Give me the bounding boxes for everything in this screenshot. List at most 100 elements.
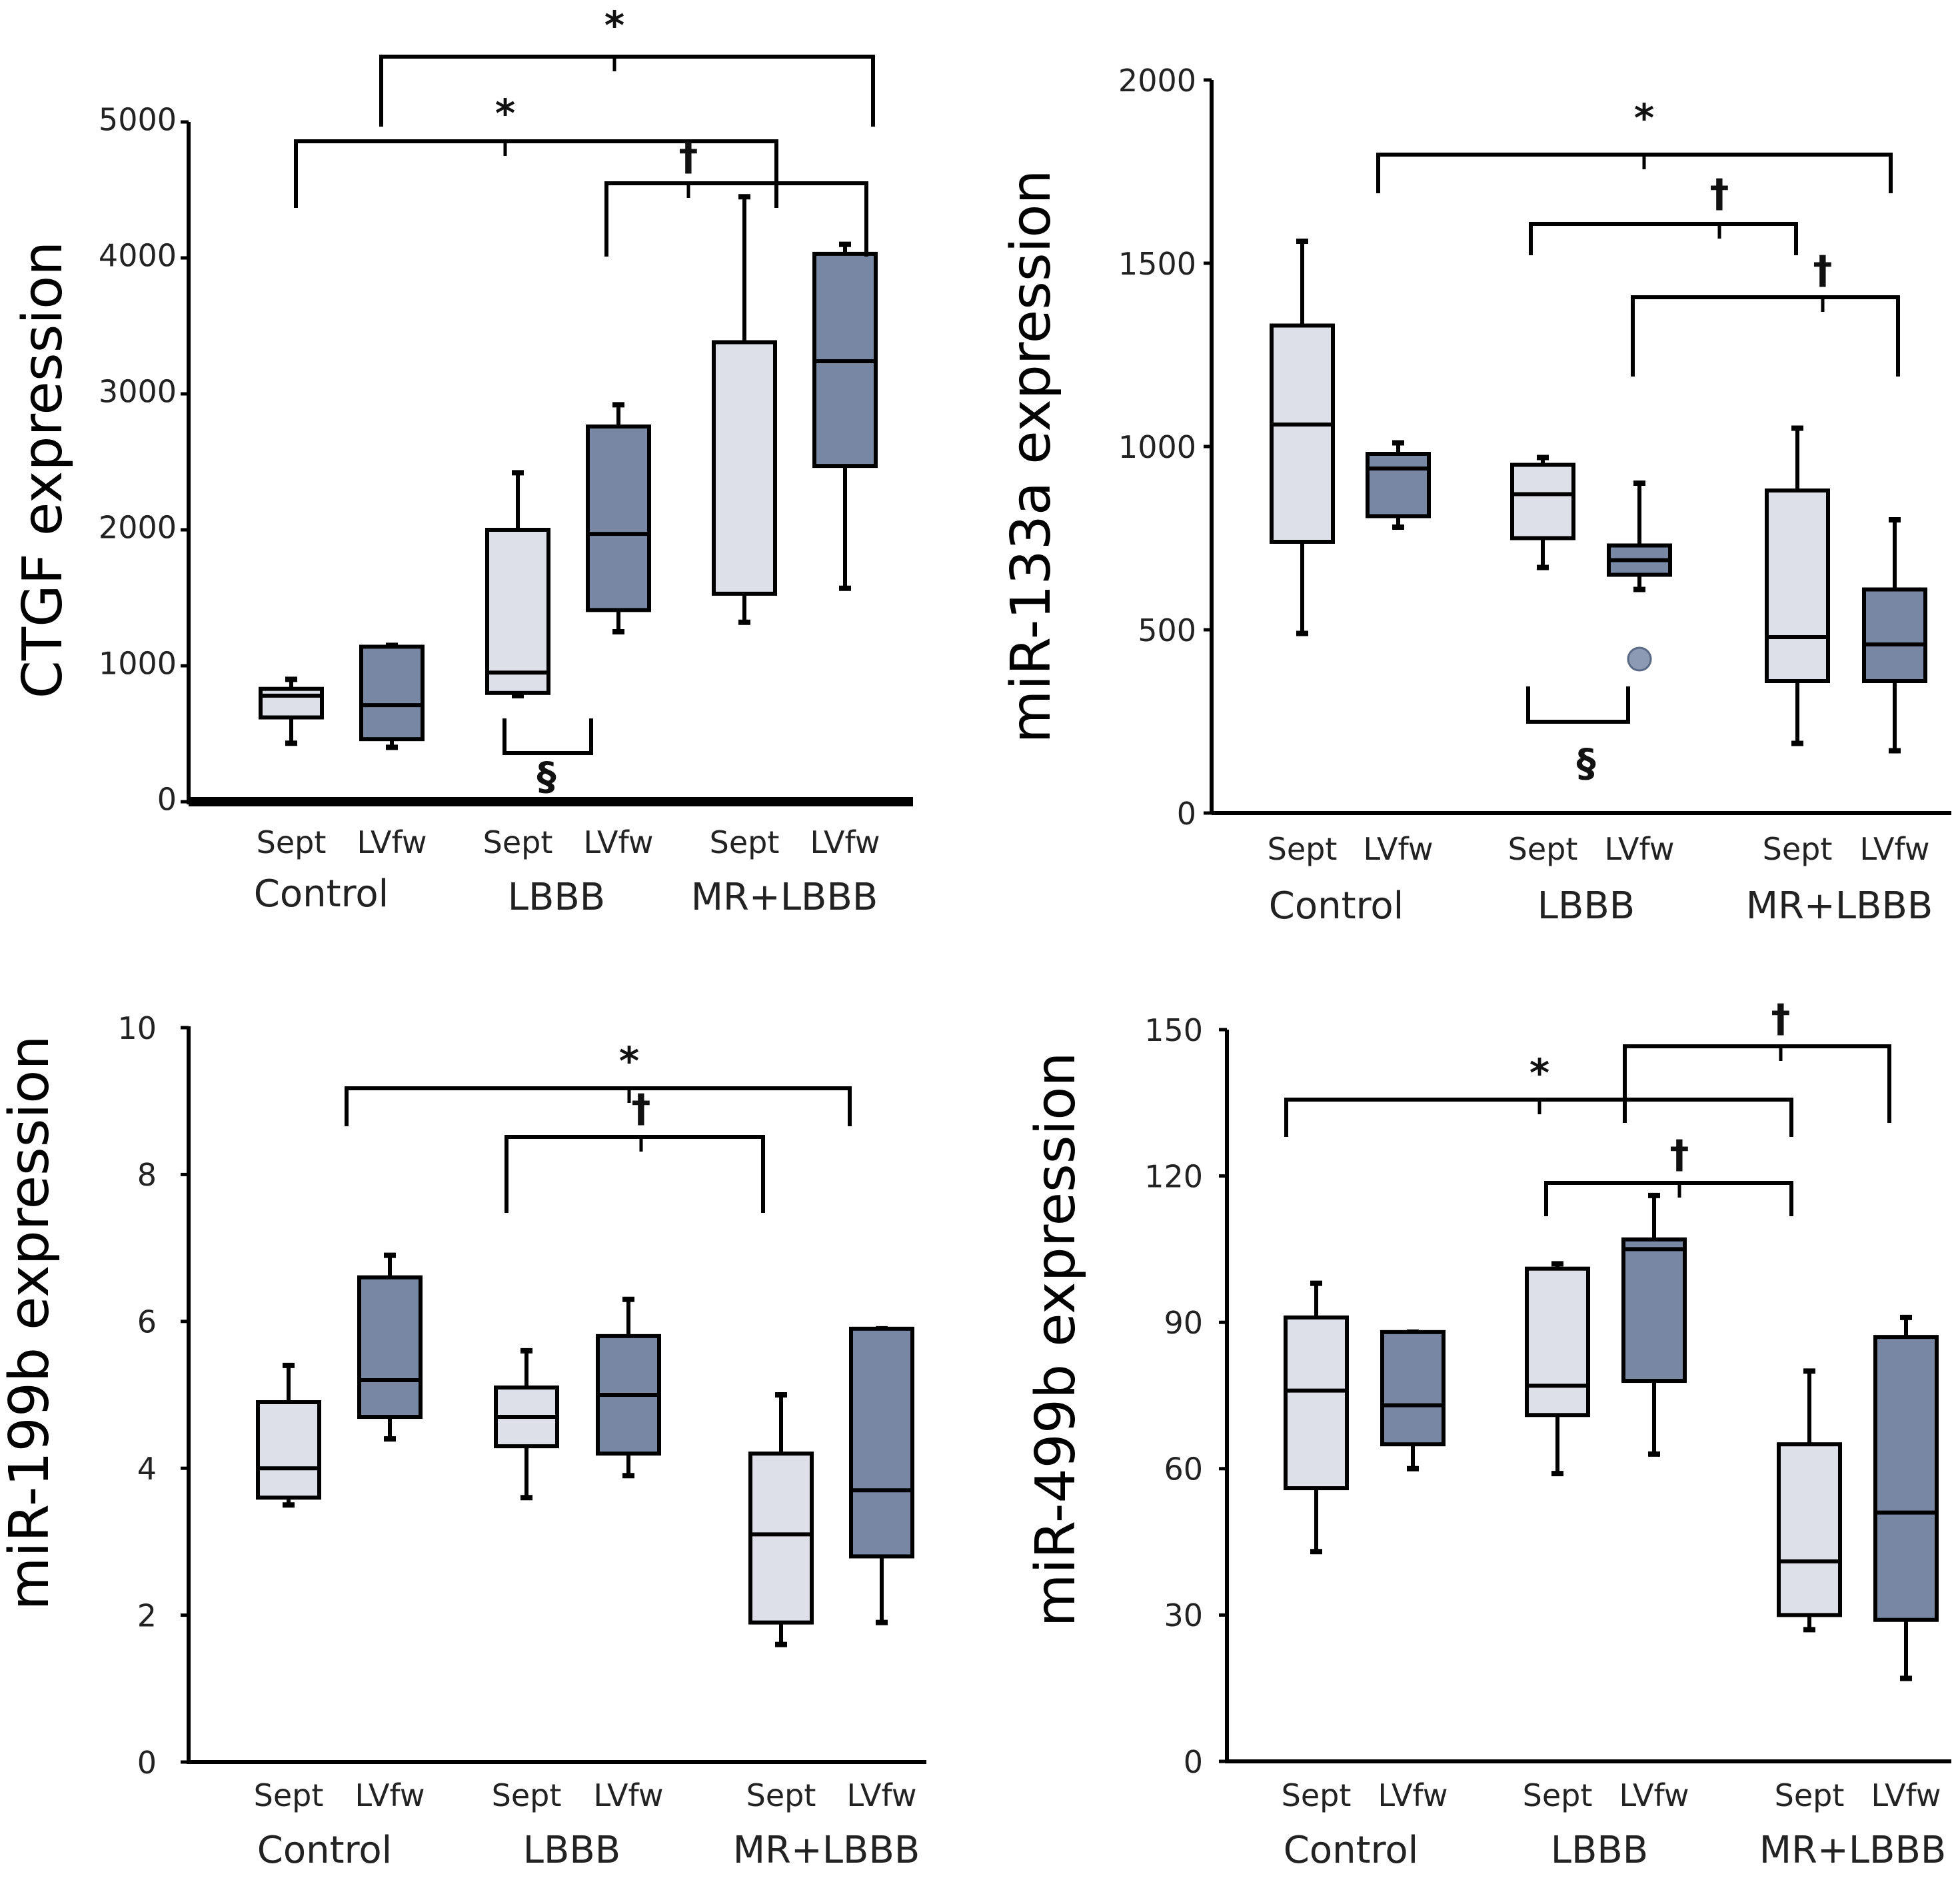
box-control-lvfw <box>359 642 425 750</box>
significance-bracket <box>1544 1181 1793 1216</box>
box-mr-lbbb-sept <box>1765 425 1830 746</box>
significance-bracket <box>379 55 875 127</box>
box-mr-lbbb-sept <box>712 194 777 625</box>
y-tick-label: 60 <box>1164 1451 1203 1487</box>
x-tick-label: LVfw <box>357 824 427 860</box>
y-ticks: 0 1000 2000 3000 4000 5000 <box>99 102 189 818</box>
box-mr-lbbb-lvfw <box>1873 1314 1939 1681</box>
box-control-sept <box>259 676 324 746</box>
y-tick-label: 2000 <box>1118 63 1196 99</box>
box-iqr <box>849 1326 914 1559</box>
y-axis-label: CTGF expression <box>11 241 75 698</box>
y-ticks: 0 500 1000 1500 2000 <box>1118 63 1212 832</box>
significance-symbol: * <box>495 91 515 136</box>
y-tick-label: 500 <box>1138 612 1196 648</box>
group-label: LBBB <box>523 1829 620 1872</box>
significance-symbol: § <box>537 754 556 799</box>
x-axis-labels: Sept LVfw Sept LVfw Sept LVfw Control LB… <box>1268 831 1933 928</box>
boxes <box>1270 239 1927 754</box>
significance-bracket <box>1376 153 1893 193</box>
box-iqr <box>359 644 425 742</box>
x-tick-label: Sept <box>1523 1777 1593 1813</box>
y-tick-label: 5000 <box>99 102 177 138</box>
box-mr-lbbb-lvfw <box>1862 517 1927 754</box>
y-tick-label: 90 <box>1164 1305 1203 1341</box>
box-lbbb-lvfw <box>596 1296 661 1479</box>
box-iqr <box>1270 323 1335 544</box>
boxes <box>1284 1192 1939 1681</box>
x-axis-labels: Sept LVfw Sept LVfw Sept LVfw Control LB… <box>254 824 880 919</box>
significance-bracket <box>1631 295 1900 377</box>
significance-bracket <box>1623 1044 1891 1123</box>
y-tick-label: 3000 <box>99 374 177 410</box>
panel-mir133a: miR-133a expression 0 500 1000 1500 2000 * † †… <box>1000 63 1951 928</box>
x-tick-label: Sept <box>1508 831 1578 867</box>
box-iqr <box>1777 1442 1842 1617</box>
y-tick-label: 30 <box>1164 1597 1203 1633</box>
significance-bracket <box>1529 222 1798 255</box>
x-tick-label: Sept <box>1268 831 1338 867</box>
box-lbbb-lvfw <box>1607 480 1672 592</box>
x-tick-label: LVfw <box>1378 1777 1448 1813</box>
significance-bracket <box>504 1135 765 1213</box>
significance-bracket <box>604 181 868 257</box>
x-tick-label: LVfw <box>846 1777 916 1813</box>
x-axis-labels: Sept LVfw Sept LVfw Sept LVfw Control LB… <box>1282 1777 1947 1872</box>
panel-mir499b: miR-499b expression 0 30 60 90 120 150 * † † Se… <box>1024 996 1951 1872</box>
significance-symbol: † <box>1670 1132 1689 1177</box>
significance-symbol: † <box>1710 171 1729 216</box>
significance-symbol: * <box>1529 1050 1549 1096</box>
significance-bracket <box>502 718 593 755</box>
box-iqr <box>1621 1237 1687 1384</box>
significance-symbol: * <box>619 1038 639 1084</box>
box-iqr <box>1380 1330 1446 1447</box>
y-tick-label: 0 <box>157 782 177 818</box>
y-tick-label: 1500 <box>1118 246 1196 282</box>
box-lbbb-sept <box>485 470 550 698</box>
y-tick-label: 1000 <box>1118 429 1196 465</box>
box-lbbb-lvfw <box>1621 1192 1687 1457</box>
significance-symbol: * <box>604 3 624 48</box>
x-tick-label: LVfw <box>355 1777 425 1813</box>
significance-symbol: † <box>1771 996 1791 1041</box>
panel-mir199b: miR-199b expression 0 2 4 6 8 10 *† Sept LVfw… <box>0 1010 926 1872</box>
x-tick-label: LVfw <box>810 824 880 860</box>
y-tick-label: 10 <box>117 1010 157 1046</box>
box-control-sept <box>1270 239 1335 636</box>
x-tick-label: Sept <box>254 1777 324 1813</box>
box-iqr <box>1366 452 1431 518</box>
x-tick-label: Sept <box>746 1777 816 1813</box>
significance-symbol: † <box>679 134 698 179</box>
y-axis-label: miR-133a expression <box>1000 169 1063 743</box>
significance-annotations: * * † § <box>294 3 875 799</box>
x-tick-label: Sept <box>492 1777 562 1813</box>
significance-annotations: * † † § <box>1376 95 1900 786</box>
box-lbbb-sept <box>1510 455 1575 570</box>
group-label: Control <box>254 872 389 916</box>
x-tick-label: Sept <box>1282 1777 1352 1813</box>
box-iqr <box>748 1451 814 1625</box>
group-label: LBBB <box>508 876 605 919</box>
x-tick-label: Sept <box>257 824 327 860</box>
x-tick-label: LVfw <box>1619 1777 1689 1813</box>
x-tick-label: LVfw <box>593 1777 663 1813</box>
x-tick-label: Sept <box>1775 1777 1845 1813</box>
box-control-lvfw <box>357 1252 423 1442</box>
box-mr-lbbb-sept <box>748 1392 814 1647</box>
y-tick-label: 2 <box>137 1597 157 1633</box>
y-axis-label: miR-499b expression <box>1024 1052 1088 1627</box>
y-tick-label: 8 <box>137 1157 157 1193</box>
box-iqr <box>259 686 324 720</box>
y-tick-label: 1000 <box>99 646 177 682</box>
box-lbbb-sept <box>494 1348 559 1501</box>
box-iqr <box>1873 1335 1939 1622</box>
box-iqr <box>1862 587 1927 683</box>
group-label: LBBB <box>1551 1829 1648 1872</box>
box-mr-lbbb-sept <box>1777 1368 1842 1633</box>
significance-bracket <box>294 139 778 208</box>
significance-annotations: *† <box>345 1038 852 1213</box>
x-tick-label: LVfw <box>1604 831 1674 867</box>
x-tick-label: Sept <box>1763 831 1833 867</box>
y-tick-label: 150 <box>1144 1012 1203 1048</box>
